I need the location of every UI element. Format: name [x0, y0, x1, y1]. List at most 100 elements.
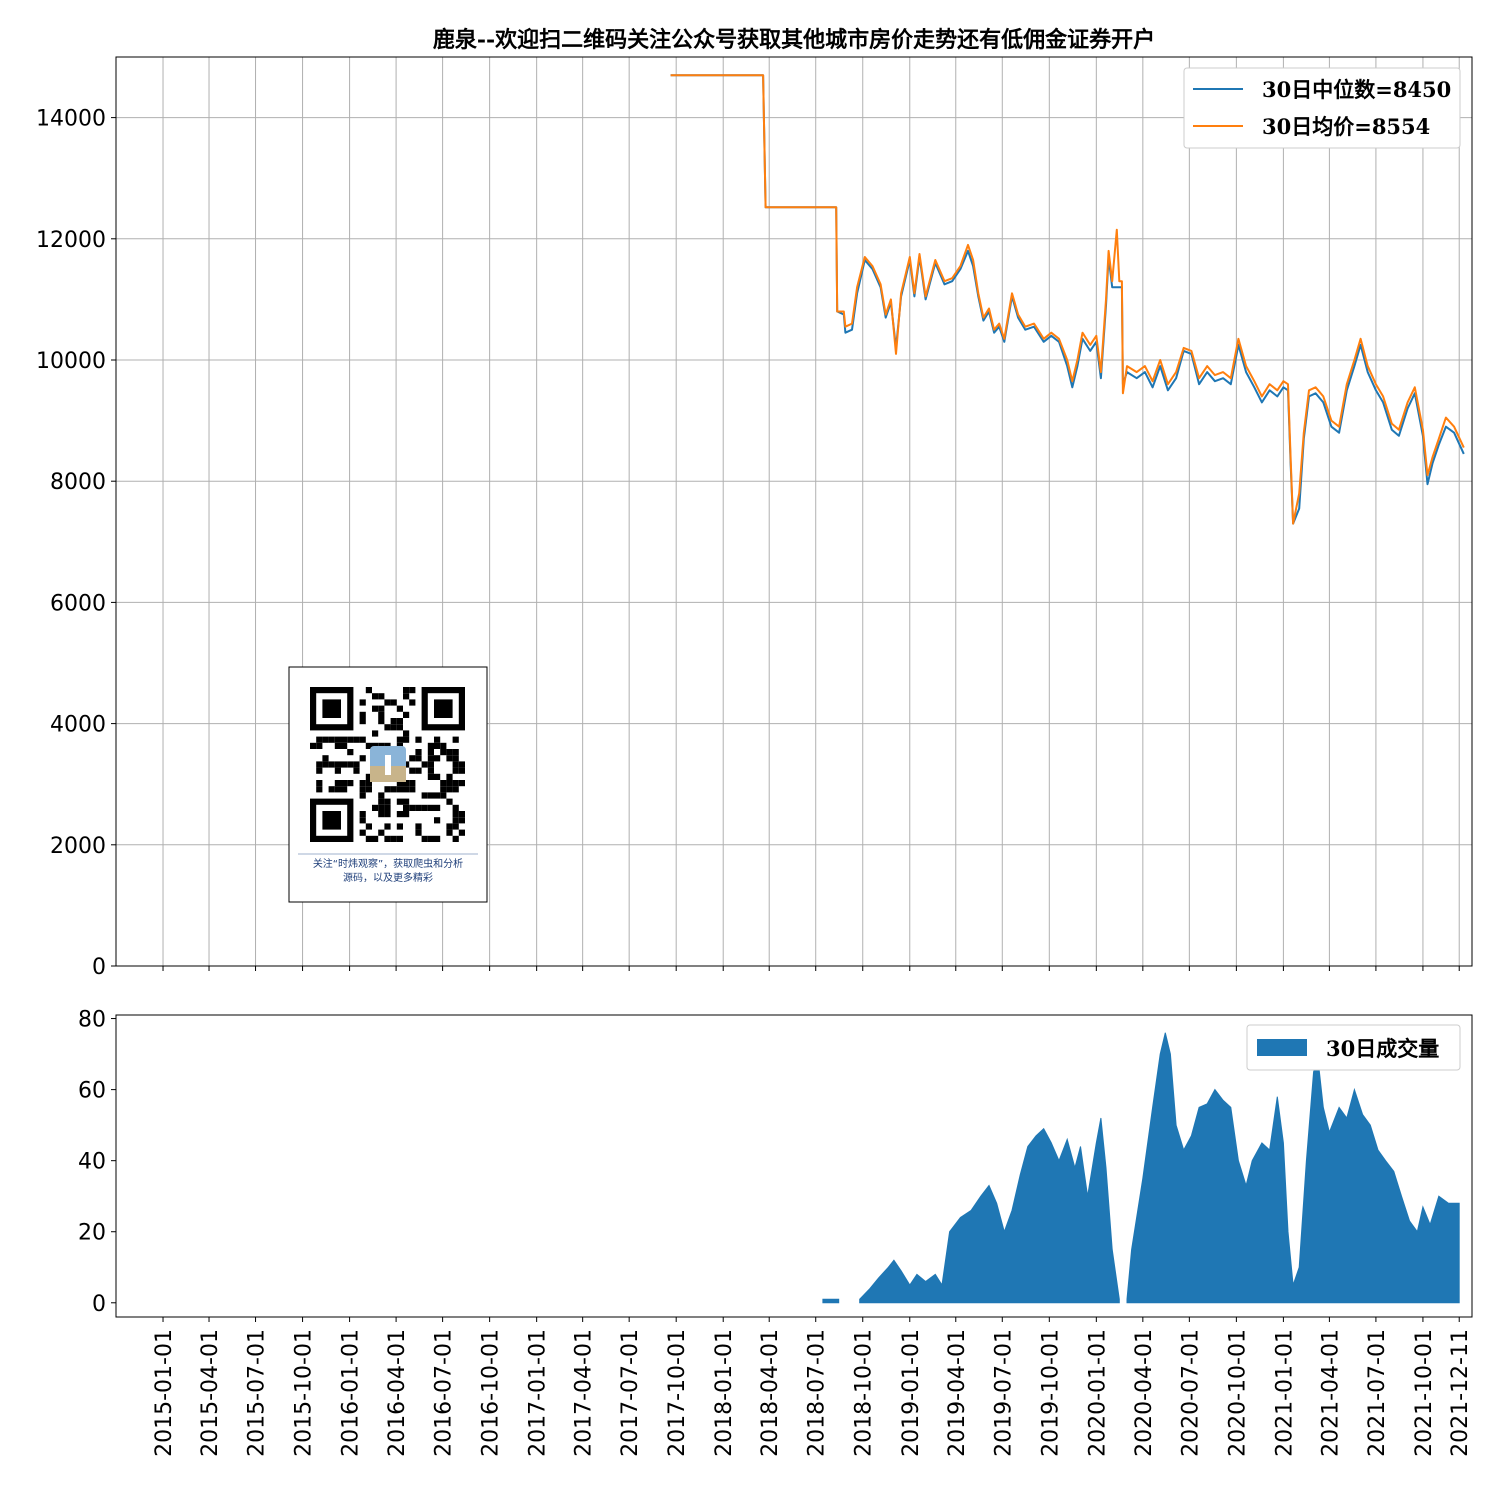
qr-module [384, 823, 391, 830]
qr-module [334, 736, 341, 743]
volume-xtick-label-24: 2021-01-01 [1272, 1329, 1297, 1457]
qr-finder-eye-tl [322, 699, 341, 718]
qr-module [316, 736, 323, 743]
qr-module [316, 761, 323, 768]
qr-finder-eye-bl [322, 811, 341, 830]
price-ytick-label-4: 8000 [50, 470, 106, 495]
qr-module [359, 811, 366, 818]
qr-module [452, 736, 459, 743]
volume-ytick-label-3: 60 [78, 1079, 106, 1104]
legend-volume-label: 30日成交量 [1326, 1036, 1439, 1061]
qr-module [378, 718, 385, 725]
qr-module [396, 742, 403, 749]
qr-module [446, 798, 453, 805]
qr-module [452, 767, 459, 774]
qr-module [446, 780, 453, 787]
qr-module [390, 699, 397, 706]
qr-module [378, 804, 385, 811]
volume-ytick-label-2: 40 [78, 1150, 106, 1175]
qr-module [446, 749, 453, 756]
qr-avatar-figure [385, 755, 391, 775]
qr-module [434, 817, 441, 824]
qr-module [452, 786, 459, 793]
volume-xtick-label-20: 2020-01-01 [1085, 1329, 1110, 1457]
qr-module [341, 780, 348, 787]
volume-xtick-label-6: 2016-07-01 [432, 1329, 457, 1457]
volume-xtick-label-16: 2019-01-01 [899, 1329, 924, 1457]
qr-module [452, 804, 459, 811]
qr-module [353, 761, 360, 768]
price-ytick-label-1: 2000 [50, 834, 106, 859]
price-ytick-label-5: 10000 [36, 349, 106, 374]
qr-module [372, 705, 379, 712]
qr-module [452, 749, 459, 756]
qr-module [384, 804, 391, 811]
qr-module [434, 835, 441, 842]
qr-module [310, 742, 317, 749]
qr-module [372, 835, 379, 842]
qr-module [390, 835, 397, 842]
qr-module [427, 773, 434, 780]
volume-area-segment-1 [859, 1117, 1120, 1304]
qr-module [415, 736, 422, 743]
qr-module [409, 687, 416, 694]
qr-module [359, 736, 366, 743]
qr-module [390, 718, 397, 725]
qr-module [396, 736, 403, 743]
volume-xtick-label-7: 2016-10-01 [479, 1329, 504, 1457]
volume-xtick-label-2: 2015-07-01 [245, 1329, 270, 1457]
qr-module [396, 786, 403, 793]
qr-module [458, 761, 465, 768]
qr-module [409, 755, 416, 762]
qr-module [378, 829, 385, 836]
qr-module [434, 755, 441, 762]
qr-module [403, 811, 410, 818]
qr-module [341, 742, 348, 749]
qr-module [452, 823, 459, 830]
qr-module [421, 804, 428, 811]
qr-module [458, 767, 465, 774]
qr-module [403, 730, 410, 737]
qr-module [328, 761, 335, 768]
qr-module [365, 823, 372, 830]
price-legend-box [1183, 67, 1461, 149]
qr-code-card: 关注“时炜观察”，获取爬虫和分析 源码，以及更多精彩 [288, 666, 488, 903]
qr-module [403, 736, 410, 743]
qr-module [341, 761, 348, 768]
qr-module [384, 798, 391, 805]
qr-module [452, 761, 459, 768]
qr-module [427, 761, 434, 768]
price-ytick-label-7: 14000 [36, 107, 106, 132]
qr-module [440, 780, 447, 787]
qr-module [421, 761, 428, 768]
qr-module [322, 761, 329, 768]
qr-module [390, 724, 397, 731]
price-plot-frame [115, 56, 1473, 967]
volume-ytick-label-1: 20 [78, 1221, 106, 1246]
volume-xtick-label-0: 2015-01-01 [152, 1329, 177, 1457]
qr-module [359, 792, 366, 799]
volume-xtick-label-4: 2016-01-01 [339, 1329, 364, 1457]
qr-module [458, 817, 465, 824]
qr-module [409, 804, 416, 811]
legend-volume-swatch [1257, 1039, 1307, 1056]
qr-module [341, 736, 348, 743]
qr-module [403, 761, 410, 768]
qr-module [434, 773, 441, 780]
qr-module [347, 749, 354, 756]
qr-module [427, 749, 434, 756]
qr-module [427, 742, 434, 749]
qr-module [384, 835, 391, 842]
qr-module [458, 829, 465, 836]
qr-module [341, 786, 348, 793]
qr-module [359, 780, 366, 787]
qr-module [409, 780, 416, 787]
qr-module [396, 835, 403, 842]
qr-module [427, 804, 434, 811]
price-ytick-label-2: 4000 [50, 713, 106, 738]
price-ytick-label-3: 6000 [50, 591, 106, 616]
qr-module [403, 780, 410, 787]
volume-xtick-label-9: 2017-04-01 [572, 1329, 597, 1457]
qr-module [415, 804, 422, 811]
